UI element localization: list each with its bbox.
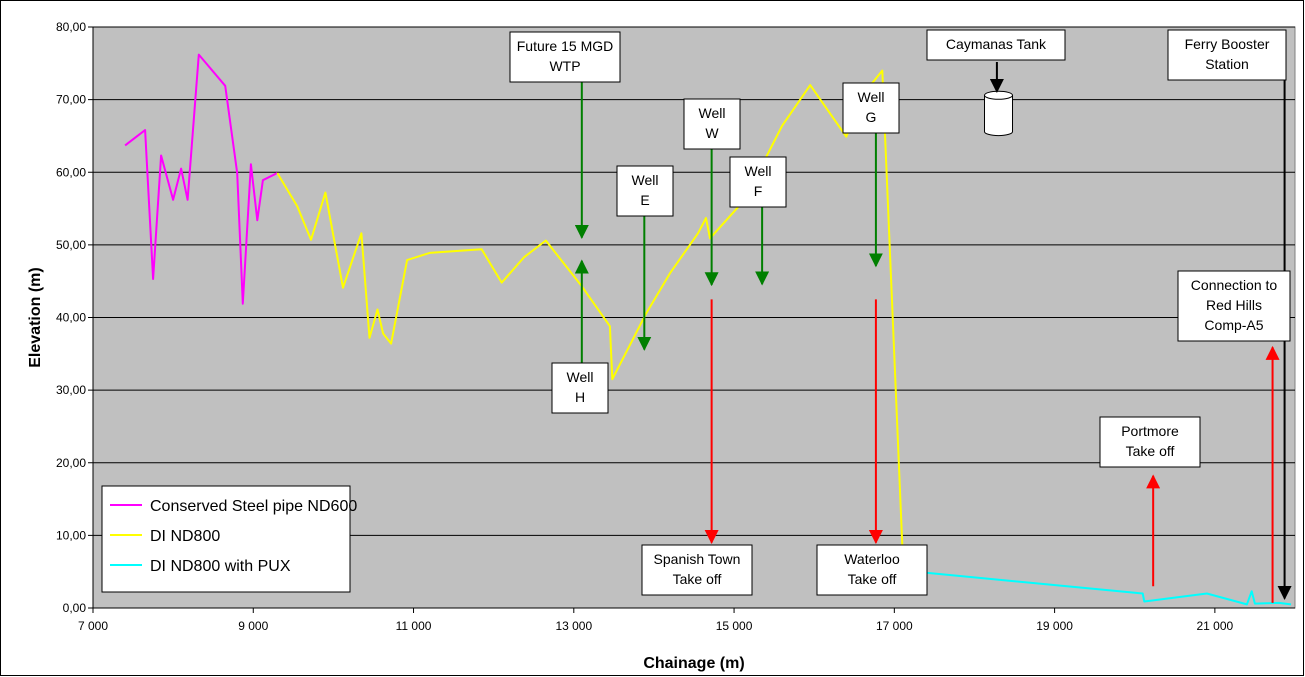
x-axis-title: Chainage (m) bbox=[643, 655, 744, 672]
annotation-text: Caymanas Tank bbox=[946, 36, 1047, 52]
annotation-text: Well bbox=[567, 369, 594, 385]
annotation-box bbox=[1167, 29, 1287, 81]
legend-box bbox=[101, 485, 351, 593]
legend: Conserved Steel pipe ND600 DI ND800 DI ND8… bbox=[101, 485, 357, 593]
annotation-box bbox=[926, 29, 1066, 61]
annotation-text: Red Hills bbox=[1206, 297, 1262, 313]
x-tick-label: 19 000 bbox=[1036, 619, 1073, 633]
tank-top bbox=[984, 90, 1014, 100]
annotation-text: F bbox=[754, 183, 763, 199]
series-lines bbox=[124, 53, 1292, 606]
y-tick-label: 50,00 bbox=[56, 238, 86, 252]
y-tick-label: 70,00 bbox=[56, 93, 86, 107]
annotation-text: Well bbox=[699, 105, 726, 121]
y-tick-label: 40,00 bbox=[56, 311, 86, 325]
annotation-5: Well G bbox=[842, 82, 900, 268]
annotation-text: Well bbox=[632, 172, 659, 188]
annotation-text: Station bbox=[1205, 56, 1249, 72]
x-tick-label: 13 000 bbox=[555, 619, 592, 633]
annotation-text: Comp-A5 bbox=[1204, 317, 1263, 333]
annotation-9: Spanish Town Take off bbox=[641, 299, 753, 596]
legend-entry: DI ND800 with PUX bbox=[150, 558, 291, 575]
annotation-box bbox=[816, 544, 928, 596]
y-tick-label: 0,00 bbox=[63, 601, 87, 615]
annotation-3: Well E bbox=[616, 165, 674, 351]
x-tick-label: 11 000 bbox=[396, 619, 432, 633]
series-line-1 bbox=[124, 53, 278, 305]
annotation-8: Ferry Booster Station bbox=[1167, 29, 1292, 600]
x-tick-label: 21 000 bbox=[1197, 619, 1234, 633]
annotation-box bbox=[641, 544, 753, 596]
y-tick-label: 30,00 bbox=[56, 383, 86, 397]
annotation-text: E bbox=[640, 192, 649, 208]
series-line-2 bbox=[276, 69, 904, 546]
annotation-box bbox=[683, 98, 741, 150]
y-tick-label: 10,00 bbox=[56, 528, 86, 542]
x-axis-ticks: 7 000 9 000 11 000 13 000 15 000 17 000 19 000… bbox=[78, 27, 1295, 633]
annotation-text: H bbox=[575, 389, 585, 405]
annotation-text: Take off bbox=[1126, 443, 1175, 459]
tank-body bbox=[984, 95, 1014, 137]
y-tick-label: 60,00 bbox=[56, 165, 86, 179]
annotations: Future 15 MGDWTPWellWWellEWellFWellGWell… bbox=[509, 29, 1292, 603]
y-tick-label: 20,00 bbox=[56, 456, 86, 470]
annotation-1: Future 15 MGD WTP bbox=[509, 31, 621, 240]
annotation-box bbox=[842, 82, 900, 134]
legend-entry: Conserved Steel pipe ND600 bbox=[150, 498, 357, 515]
x-tick-label: 9 000 bbox=[238, 619, 268, 633]
annotation-7: Caymanas Tank bbox=[926, 29, 1066, 94]
annotation-text: Take off bbox=[673, 571, 722, 587]
x-tick-label: 7 000 bbox=[78, 619, 108, 633]
annotation-text: Well bbox=[858, 89, 885, 105]
tank-icon bbox=[984, 90, 1014, 137]
annotation-box bbox=[551, 362, 609, 414]
annotation-text: Ferry Booster bbox=[1185, 36, 1270, 52]
x-tick-label: 17 000 bbox=[876, 619, 913, 633]
y-axis-title: Elevation (m) bbox=[27, 267, 44, 367]
annotation-text: Portmore bbox=[1121, 423, 1179, 439]
y-tick-label: 80,00 bbox=[56, 20, 86, 34]
annotation-text: Take off bbox=[848, 571, 897, 587]
annotation-2: Well W bbox=[683, 98, 741, 287]
annotation-box bbox=[1099, 416, 1201, 468]
annotation-10: Waterloo Take off bbox=[816, 299, 928, 596]
legend-entry: DI ND800 bbox=[150, 528, 220, 545]
annotation-text: WTP bbox=[549, 58, 580, 74]
y-axis-ticks: 0,00 10,00 20,00 30,00 40,00 50,00 60,00 70,00 8… bbox=[56, 20, 93, 615]
annotation-box bbox=[616, 165, 674, 217]
annotation-text: Well bbox=[745, 163, 772, 179]
annotation-box bbox=[1177, 270, 1291, 342]
annotation-box bbox=[729, 156, 787, 208]
annotation-6: Well H bbox=[551, 259, 609, 414]
annotation-text: G bbox=[866, 109, 877, 125]
annotation-text: Waterloo bbox=[844, 551, 900, 567]
annotation-text: W bbox=[705, 125, 719, 141]
series-line-3 bbox=[901, 544, 1292, 606]
annotation-text: Future 15 MGD bbox=[517, 38, 613, 54]
annotation-4: Well F bbox=[729, 156, 787, 286]
annotation-11: Portmore Take off bbox=[1099, 416, 1201, 587]
annotation-box bbox=[509, 31, 621, 83]
annotation-12: Connection to Red Hills Comp-A5 bbox=[1177, 270, 1291, 603]
annotation-text: Spanish Town bbox=[654, 551, 741, 567]
x-tick-label: 15 000 bbox=[716, 619, 753, 633]
annotation-text: Connection to bbox=[1191, 277, 1278, 293]
